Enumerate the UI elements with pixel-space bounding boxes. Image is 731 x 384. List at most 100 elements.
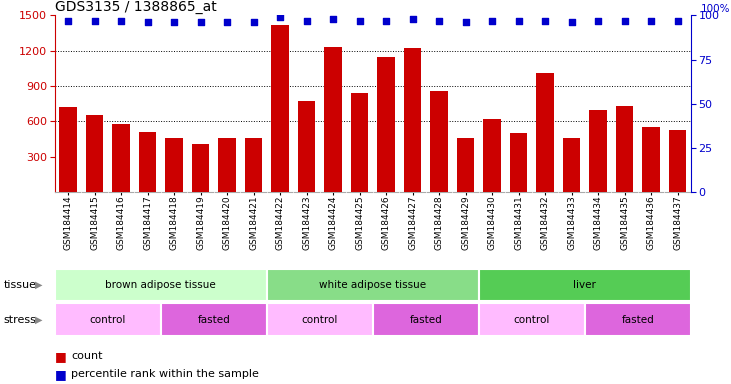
Bar [298,101,315,192]
Text: count: count [71,351,102,361]
Bar [669,129,686,192]
Bar [589,109,607,192]
Point [566,19,577,25]
Point [115,18,127,24]
Bar [377,56,395,192]
Point [248,19,260,25]
Point [512,18,524,24]
Point [274,14,286,20]
Text: GSM184424: GSM184424 [328,196,338,250]
Bar [404,48,421,192]
Point [221,19,233,25]
Text: 100%: 100% [700,5,730,15]
Text: GSM184425: GSM184425 [355,196,364,250]
Text: GSM184431: GSM184431 [514,196,523,250]
Point [168,19,180,25]
Point [142,19,154,25]
Bar [59,107,77,192]
Bar [457,138,474,192]
Bar [585,303,691,336]
Bar [219,138,235,192]
Bar [537,73,553,192]
Text: GSM184418: GSM184418 [170,196,178,250]
Bar [161,303,267,336]
Text: percentile rank within the sample: percentile rank within the sample [71,369,259,379]
Text: ▶: ▶ [35,314,42,325]
Text: liver: liver [573,280,596,290]
Text: control: control [514,314,550,325]
Text: white adipose tissue: white adipose tissue [319,280,426,290]
Bar [55,269,267,301]
Text: GSM184432: GSM184432 [540,196,550,250]
Bar [139,132,156,192]
Point [486,18,498,24]
Point [380,18,392,24]
Text: tissue: tissue [4,280,37,290]
Bar [351,93,368,192]
Text: fasted: fasted [409,314,442,325]
Bar [86,116,103,192]
Bar [192,144,209,192]
Point [354,18,366,24]
Point [460,19,471,25]
Point [406,16,418,22]
Text: GSM184423: GSM184423 [302,196,311,250]
Text: GSM184430: GSM184430 [488,196,496,250]
Point [88,18,100,24]
Text: fasted: fasted [197,314,230,325]
Text: GSM184435: GSM184435 [620,196,629,250]
Text: GSM184419: GSM184419 [196,196,205,250]
Point [300,18,312,24]
Text: GSM184422: GSM184422 [276,196,284,250]
Bar [113,124,129,192]
Text: ▶: ▶ [35,280,42,290]
Bar [271,25,289,192]
Text: fasted: fasted [621,314,654,325]
Text: ■: ■ [55,350,67,363]
Bar [165,138,183,192]
Text: GSM184433: GSM184433 [567,196,576,250]
Text: GSM184427: GSM184427 [408,196,417,250]
Bar [245,138,262,192]
Bar [267,269,479,301]
Text: GSM184434: GSM184434 [594,196,602,250]
Bar [563,138,580,192]
Point [539,18,551,24]
Text: GSM184437: GSM184437 [673,196,682,250]
Text: GSM184429: GSM184429 [461,196,470,250]
Text: GSM184416: GSM184416 [116,196,126,250]
Bar [431,91,447,192]
Bar [373,303,479,336]
Point [645,18,657,24]
Point [618,18,630,24]
Bar [325,47,341,192]
Text: GSM184414: GSM184414 [64,196,72,250]
Text: GSM184420: GSM184420 [222,196,232,250]
Text: GSM184428: GSM184428 [434,196,444,250]
Text: GDS3135 / 1388865_at: GDS3135 / 1388865_at [55,0,216,14]
Text: GSM184417: GSM184417 [143,196,152,250]
Point [327,16,339,22]
Point [433,18,445,24]
Bar [479,269,691,301]
Text: GSM184421: GSM184421 [249,196,258,250]
Text: stress: stress [4,314,37,325]
Text: brown adipose tissue: brown adipose tissue [105,280,216,290]
Bar [616,106,633,192]
Bar [479,303,585,336]
Bar [510,133,527,192]
Text: GSM184415: GSM184415 [90,196,99,250]
Point [194,19,206,25]
Text: GSM184436: GSM184436 [646,196,656,250]
Text: GSM184426: GSM184426 [382,196,390,250]
Point [592,18,604,24]
Text: control: control [90,314,126,325]
Point [62,18,74,24]
Bar [267,303,373,336]
Bar [483,119,501,192]
Bar [643,127,659,192]
Text: control: control [302,314,338,325]
Point [672,18,683,24]
Text: ■: ■ [55,368,67,381]
Bar [55,303,161,336]
